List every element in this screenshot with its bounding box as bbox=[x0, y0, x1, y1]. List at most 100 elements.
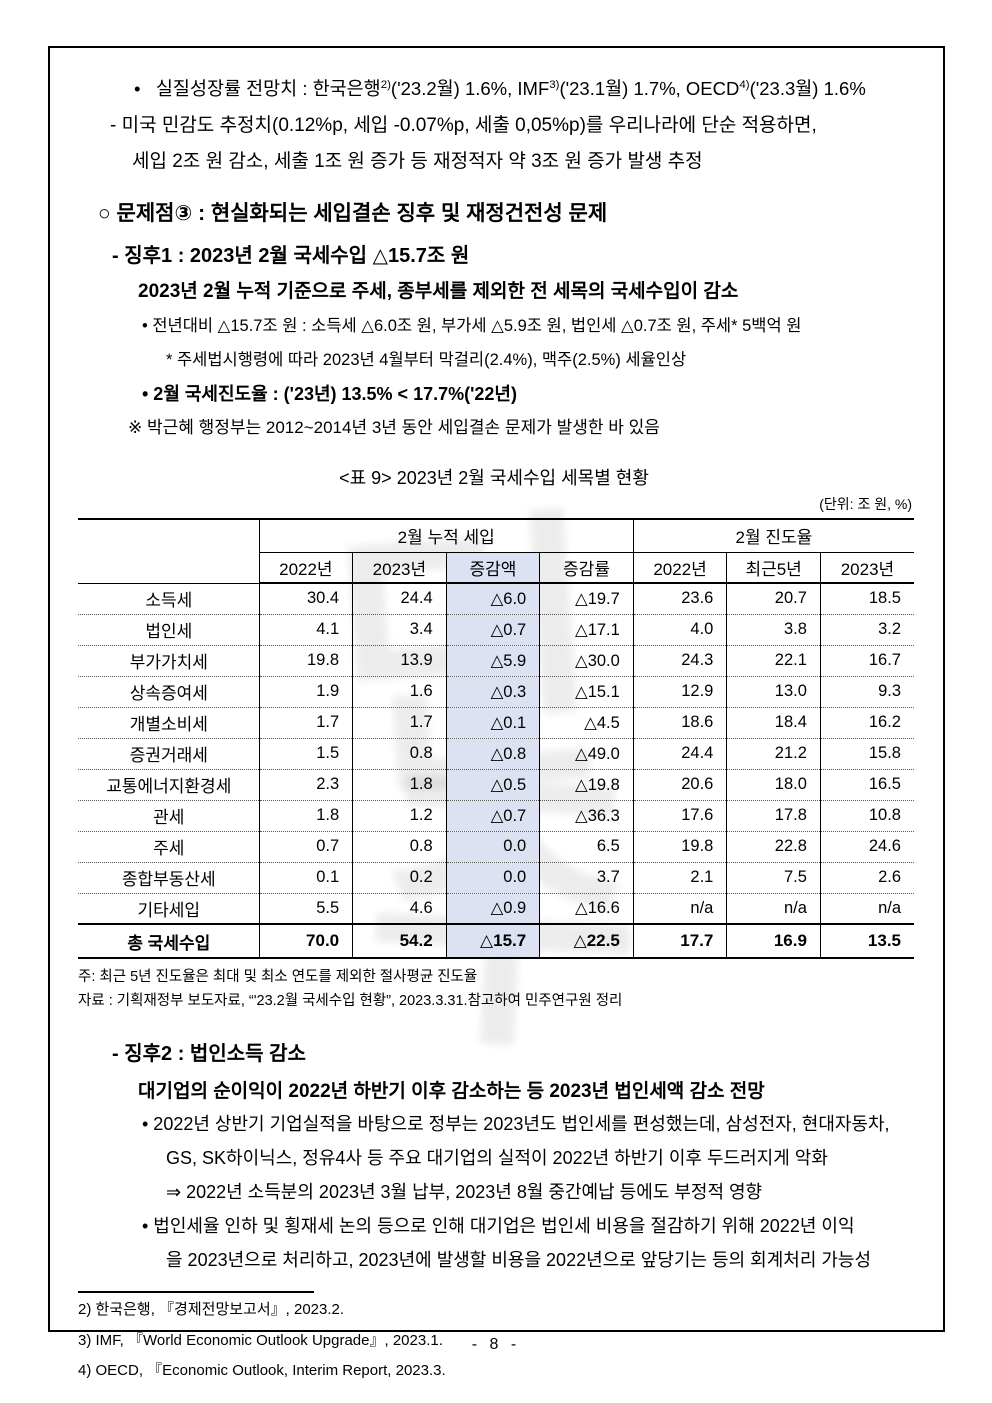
cell: 0.8 bbox=[352, 830, 447, 862]
total-cell: 13.5 bbox=[819, 923, 914, 958]
cell: △4.5 bbox=[539, 706, 634, 738]
cell: 17.6 bbox=[632, 799, 727, 831]
cell: 4.6 bbox=[352, 892, 447, 924]
cell: 24.4 bbox=[352, 583, 447, 614]
row-label: 교통에너지환경세 bbox=[78, 768, 260, 800]
cell: 24.4 bbox=[632, 737, 727, 769]
cell: 24.3 bbox=[632, 644, 727, 676]
cell: 2.1 bbox=[632, 861, 727, 893]
cell: 13.9 bbox=[352, 644, 447, 676]
sign1-liquor-note: * 주세법시행령에 따라 2023년 4월부터 막걸리(2.4%), 맥주(2.… bbox=[166, 351, 687, 369]
col-header-change-rate: 증감률 bbox=[539, 552, 634, 584]
cell: △0.9 bbox=[445, 892, 540, 924]
cell: 3.2 bbox=[819, 613, 914, 645]
cell: 23.6 bbox=[632, 583, 727, 614]
cell: 16.5 bbox=[819, 768, 914, 800]
cell: 4.0 bbox=[632, 613, 727, 645]
content-frame: • 실질성장률 전망치 : 한국은행2)('23.2월) 1.6%, IMF3)… bbox=[48, 46, 945, 1379]
cell: △15.1 bbox=[539, 675, 634, 707]
cell: 5.5 bbox=[258, 892, 353, 924]
footnote-4: 4) OECD, 『Economic Outlook, Interim Repo… bbox=[78, 1362, 446, 1379]
col-header-recent5-progress: 최근5년 bbox=[726, 552, 821, 584]
row-label: 개별소비세 bbox=[78, 706, 260, 738]
cell: 6.5 bbox=[539, 830, 634, 862]
cell: 19.8 bbox=[258, 644, 353, 676]
cell: 18.5 bbox=[819, 583, 914, 614]
cell: 22.1 bbox=[726, 644, 821, 676]
table-row: 교통에너지환경세 2.3 1.8 △0.5 △19.8 20.6 18.0 16.5 bbox=[78, 768, 914, 800]
row-label: 상속증여세 bbox=[78, 675, 260, 707]
cell: 4.1 bbox=[258, 613, 353, 645]
cell: △6.0 bbox=[445, 583, 540, 614]
growth-forecast-seg1: 실질성장률 전망치 : 한국은행 bbox=[155, 78, 381, 99]
cell: 3.8 bbox=[726, 613, 821, 645]
col-header-2023-progress: 2023년 bbox=[819, 552, 914, 584]
cell: 0.2 bbox=[352, 861, 447, 893]
cell: 20.7 bbox=[726, 583, 821, 614]
cell: 2.6 bbox=[819, 861, 914, 893]
growth-forecast-seg4: ('23.3월) 1.6% bbox=[749, 78, 866, 99]
row-label: 소득세 bbox=[145, 591, 193, 610]
cell: 13.0 bbox=[726, 675, 821, 707]
cell: 0.1 bbox=[258, 861, 353, 893]
total-cell: 70.0 bbox=[258, 923, 353, 958]
sign1-bullet-yoy: • 전년대비 △15.7조 원 : 소득세 △6.0조 원, 부가세 △5.9조… bbox=[142, 317, 802, 335]
row-label: 부가가치세 bbox=[78, 644, 260, 676]
row-label: 주세 bbox=[78, 830, 260, 862]
sign2-summary: 대기업의 순이익이 2022년 하반기 이후 감소하는 등 2023년 법인세액… bbox=[138, 1081, 765, 1102]
cell: △5.9 bbox=[445, 644, 540, 676]
cell: △0.1 bbox=[445, 706, 540, 738]
sign1-title: - 징후1 : 2023년 2월 국세수입 △15.7조 원 bbox=[112, 245, 470, 267]
cell: △19.8 bbox=[539, 768, 634, 800]
table-body: 소득세 30.4 24.4 △6.0 △19.7 23.6 20.7 18.5 법인세 4.1 3.… bbox=[78, 583, 914, 958]
cell: 1.8 bbox=[352, 768, 447, 800]
table-title: <표 9> 2023년 2월 국세수입 세목별 현황 bbox=[339, 468, 649, 488]
cell: △16.6 bbox=[539, 892, 634, 924]
total-label: 총 국세수입 bbox=[78, 923, 260, 958]
sign1-progress-bullet: • 2월 국세진도율 : ('23년) 13.5% < 17.7%('22년) bbox=[142, 384, 517, 404]
col-header-2022-progress: 2022년 bbox=[632, 552, 727, 584]
cell: 0.8 bbox=[352, 737, 447, 769]
cell: 2.3 bbox=[258, 768, 353, 800]
table-note-1: 주: 최근 5년 진도율은 최대 및 최소 연도를 제외한 절사평균 진도율 bbox=[78, 969, 478, 985]
cell: 0.0 bbox=[445, 861, 540, 893]
cell: △30.0 bbox=[539, 644, 634, 676]
cell: 12.9 bbox=[632, 675, 727, 707]
table-row: 개별소비세 1.7 1.7 △0.1 △4.5 18.6 18.4 16.2 bbox=[78, 706, 914, 738]
table-row: 종합부동산세 0.1 0.2 0.0 3.7 2.1 7.5 2.6 bbox=[78, 861, 914, 893]
cell: 24.6 bbox=[819, 830, 914, 862]
growth-forecast-line: • 실질성장률 전망치 : 한국은행2)('23.2월) 1.6%, IMF3)… bbox=[134, 75, 917, 103]
cell: 18.4 bbox=[726, 706, 821, 738]
cell: 17.8 bbox=[726, 799, 821, 831]
table-row: 부가가치세 19.8 13.9 △5.9 △30.0 24.3 22.1 16.7 bbox=[78, 644, 914, 676]
sign2-bullet2-line2: 을 2023년으로 처리하고, 2023년에 발생할 비용을 2022년으로 앞… bbox=[166, 1250, 872, 1270]
cell: △36.3 bbox=[539, 799, 634, 831]
table-row: 증권거래세 1.5 0.8 △0.8 △49.0 24.4 21.2 15.8 bbox=[78, 737, 914, 769]
cell: 16.2 bbox=[819, 706, 914, 738]
cell: 30.4 bbox=[258, 583, 353, 614]
cell: 0.7 bbox=[258, 830, 353, 862]
page-number: - 8 - bbox=[471, 1336, 521, 1353]
sign2-title: - 징후2 : 법인소득 감소 bbox=[112, 1043, 306, 1065]
total-cell: 17.7 bbox=[632, 923, 727, 958]
cell: 1.8 bbox=[258, 799, 353, 831]
table-row: 주세 0.7 0.8 0.0 6.5 19.8 22.8 24.6 bbox=[78, 830, 914, 862]
table-note-2: 자료 : 기획재정부 보도자료, “'23.2월 국세수입 현황”, 2023.… bbox=[78, 993, 623, 1009]
problem3-heading: ○ 문제점③ : 현실화되는 세입결손 징후 및 재정건전성 문제 bbox=[98, 202, 608, 225]
us-sensitivity-line: - 미국 민감도 추정치(0.12%p, 세입 -0.07%p, 세출 0,05… bbox=[110, 115, 817, 136]
sign2-bullet2-line1: • 법인세율 인하 및 횡재세 논의 등으로 인해 대기업은 법인세 비용을 절… bbox=[142, 1216, 855, 1236]
cell: △0.8 bbox=[445, 737, 540, 769]
group-header-cumulative: 2월 누적 세입 bbox=[258, 519, 634, 553]
table-row: 법인세 4.1 3.4 △0.7 △17.1 4.0 3.8 3.2 bbox=[78, 613, 914, 645]
row-label: 증권거래세 bbox=[78, 737, 260, 769]
bullet-marker: • bbox=[134, 78, 141, 99]
cell: 21.2 bbox=[726, 737, 821, 769]
sign2-bullet1-line3: ⇒ 2022년 소득분의 2023년 3월 납부, 2023년 8월 중간예납 … bbox=[166, 1182, 763, 1202]
growth-forecast-seg2: ('23.2월) 1.6%, IMF bbox=[390, 78, 550, 99]
cell: 16.7 bbox=[819, 644, 914, 676]
cell: 19.8 bbox=[632, 830, 727, 862]
footnote-separator bbox=[78, 1291, 314, 1293]
cell: 1.6 bbox=[352, 675, 447, 707]
row-label: 관세 bbox=[78, 799, 260, 831]
cell: 0.0 bbox=[445, 830, 540, 862]
